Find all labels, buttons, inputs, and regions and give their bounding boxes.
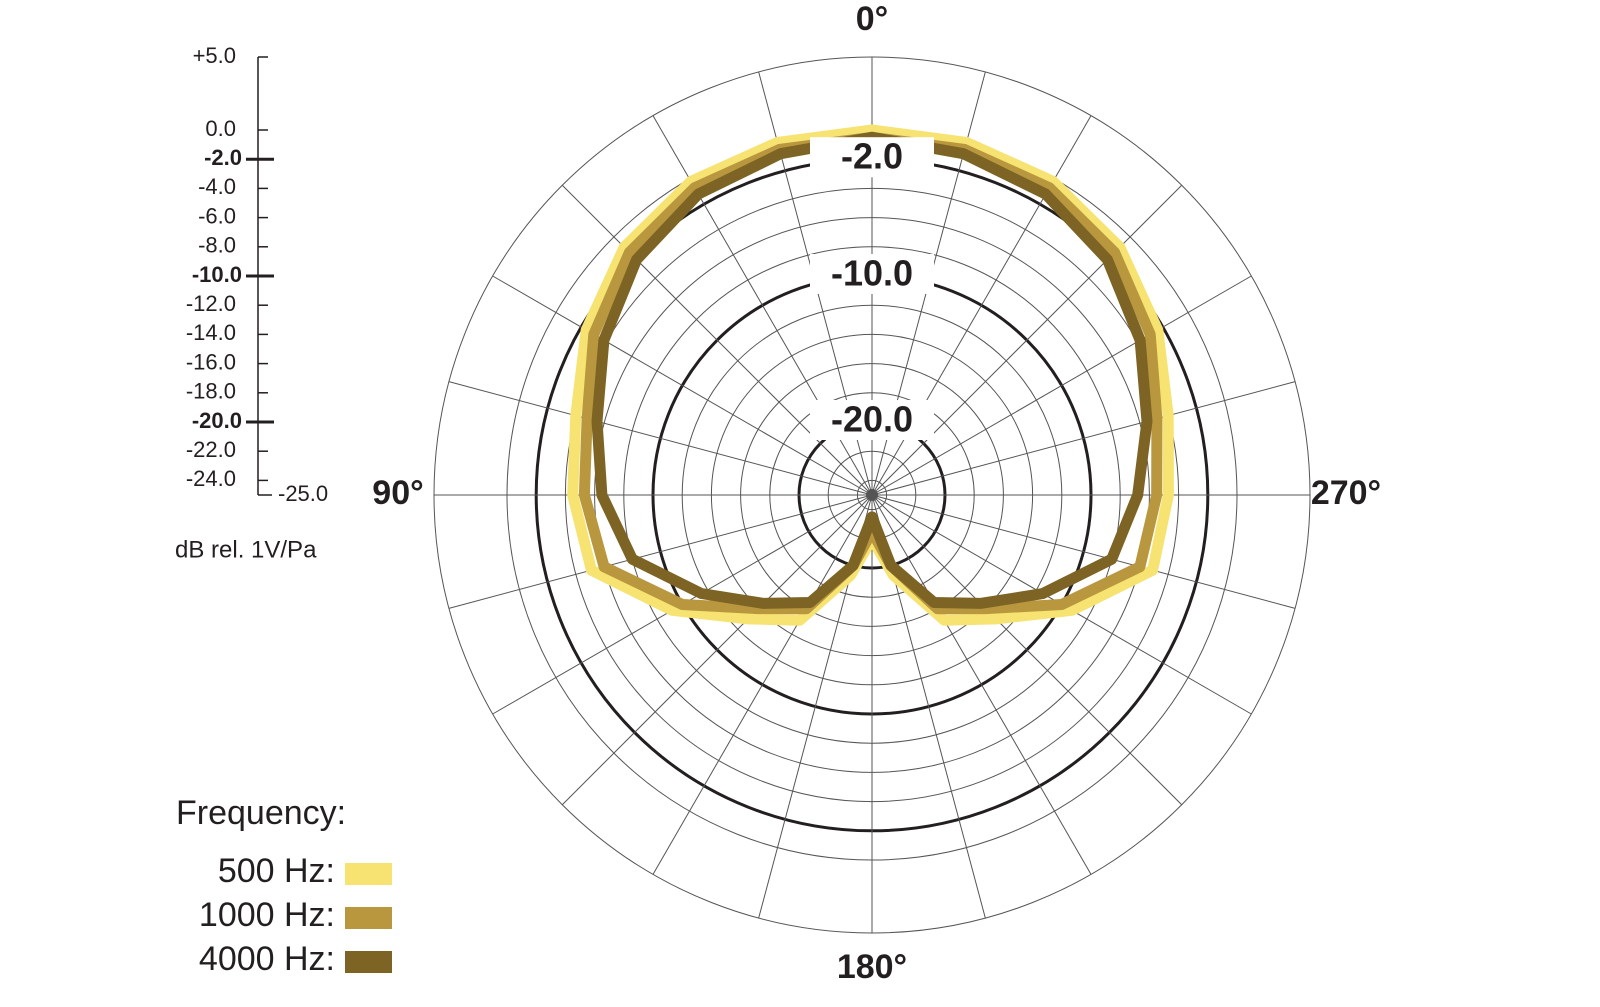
- legend-label: 1000 Hz:: [199, 896, 335, 934]
- ring-label-bg: [810, 400, 934, 440]
- y-tick-label: +5.0: [193, 43, 236, 68]
- grid-spoke: [871, 494, 1183, 806]
- ring-label: -20.0: [831, 399, 913, 440]
- y-tick-label: -20.0: [192, 408, 242, 433]
- ring-label: -10.0: [831, 253, 913, 294]
- ring-label: -2.0: [841, 136, 903, 177]
- y-tick-label: -18.0: [186, 379, 236, 404]
- legend-title: Frequency:: [176, 794, 346, 832]
- series-line: [591, 131, 1153, 609]
- ring-label-bg: [810, 137, 934, 178]
- grid-spoke: [561, 494, 873, 806]
- y-tick-label: -4.0: [198, 174, 236, 199]
- grid-spoke: [871, 275, 1252, 496]
- grid-spoke: [492, 275, 873, 496]
- y-tick-label: -12.0: [186, 291, 236, 316]
- legend-swatch: [345, 951, 392, 973]
- legend-label: 500 Hz:: [218, 852, 335, 890]
- grid-spoke: [448, 494, 873, 609]
- legend-swatch: [345, 907, 392, 929]
- angle-label: 90°: [372, 474, 423, 512]
- grid-spoke: [652, 494, 873, 875]
- grid-spoke: [448, 381, 873, 496]
- grid-spoke: [871, 381, 1296, 496]
- y-tick-label: 0.0: [205, 116, 236, 141]
- y-tick-label: -8.0: [198, 233, 236, 258]
- y-tick-label: -14.0: [186, 320, 236, 345]
- grid-spoke: [871, 184, 1183, 496]
- y-tick-label: -16.0: [186, 349, 236, 374]
- angle-label: 270°: [1311, 474, 1381, 512]
- series-line: [578, 131, 1163, 615]
- grid-spoke: [871, 494, 1092, 875]
- center-hub: [866, 489, 878, 501]
- grid-spoke: [561, 184, 873, 496]
- angle-label: 180°: [837, 948, 907, 986]
- legend-swatch: [345, 863, 392, 885]
- ring-label-bg: [810, 254, 934, 294]
- radial-axis-label: dB rel. 1V/Pa: [175, 536, 317, 563]
- y-tick-label: -6.0: [198, 203, 236, 228]
- y-tick-label: -24.0: [186, 466, 236, 491]
- grid-spoke: [871, 494, 1296, 609]
- legend-label: 4000 Hz:: [199, 940, 335, 978]
- angle-label: 0°: [856, 0, 889, 38]
- y-tick-label: -2.0: [204, 145, 242, 170]
- y-tick-label: -10.0: [192, 262, 242, 287]
- y-tick-label: -22.0: [186, 437, 236, 462]
- y-tick-label: -25.0: [278, 481, 328, 506]
